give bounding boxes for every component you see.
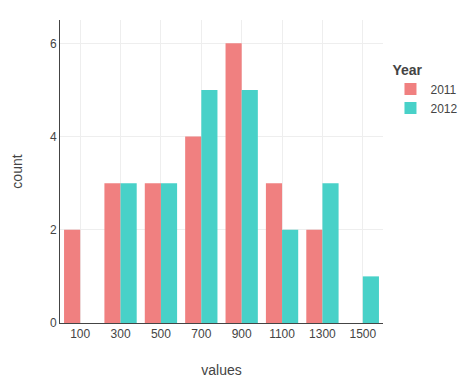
svg-text:300: 300 (111, 327, 131, 341)
svg-text:2011: 2011 (430, 83, 456, 97)
svg-text:1300: 1300 (309, 327, 336, 341)
svg-text:100: 100 (70, 327, 90, 341)
svg-text:1500: 1500 (349, 327, 376, 341)
svg-text:700: 700 (191, 327, 211, 341)
svg-text:2: 2 (50, 223, 57, 237)
svg-text:900: 900 (232, 327, 252, 341)
svg-text:500: 500 (151, 327, 171, 341)
svg-text:Year: Year (392, 62, 422, 78)
svg-text:4: 4 (50, 130, 57, 144)
svg-text:1100: 1100 (269, 327, 295, 341)
svg-text:count: count (9, 154, 25, 188)
svg-text:6: 6 (50, 37, 57, 51)
svg-text:values: values (201, 362, 241, 378)
svg-text:2012: 2012 (430, 102, 457, 116)
svg-text:0: 0 (50, 316, 57, 330)
